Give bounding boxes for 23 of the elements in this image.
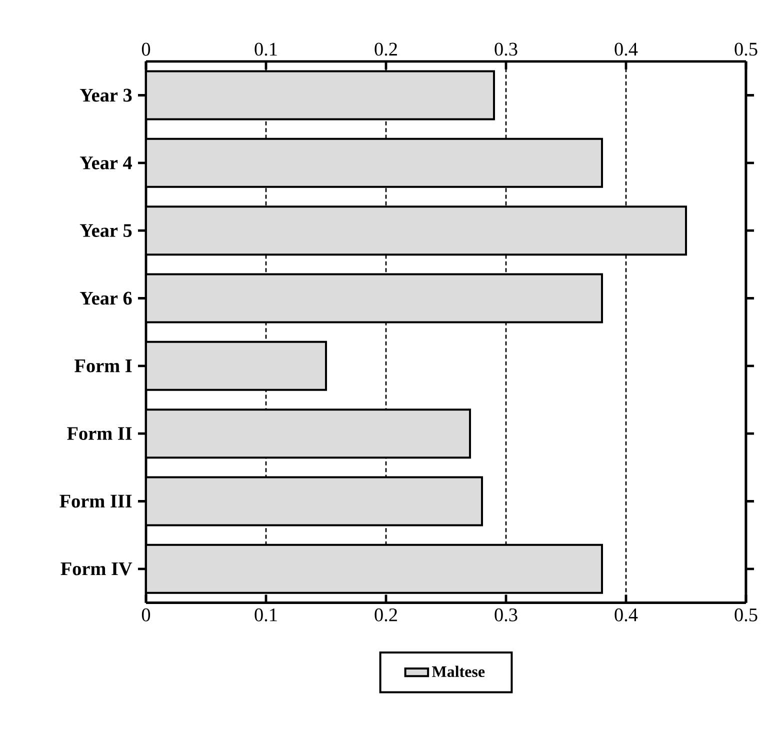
y-tick-label: Form II: [67, 427, 132, 440]
x2-tick-label: 0.3: [494, 42, 518, 56]
x2-tick-label: 0.1: [254, 42, 277, 56]
y-tick-label: Form I: [74, 360, 132, 372]
x-tick-label: 0.3: [494, 608, 518, 622]
bar: [146, 340, 327, 391]
y-tick-label: Form III: [60, 494, 132, 508]
x-tick-label: 0.2: [374, 608, 397, 622]
x-tick-label: 0.1: [254, 608, 277, 622]
y-tick-label: Year 3: [80, 88, 132, 102]
x2-tick-label: 0: [142, 42, 150, 56]
x2-tick-label: 0.5: [734, 42, 758, 56]
x-tick-label: 0.4: [614, 608, 638, 622]
y-tick-label: Form IV: [60, 562, 132, 576]
y-tick-label: Year 5: [80, 224, 132, 237]
x2-tick-label: 0.2: [374, 42, 397, 56]
y-tick-label: Year 6: [80, 292, 132, 305]
bar: [146, 408, 471, 459]
legend-label: Maltese: [432, 666, 485, 678]
x-tick-label: 0.5: [734, 608, 758, 622]
y-tick-label: Year 4: [80, 156, 132, 170]
x2-tick-label: 0.4: [614, 42, 638, 56]
x-tick-label: 0: [142, 608, 150, 622]
